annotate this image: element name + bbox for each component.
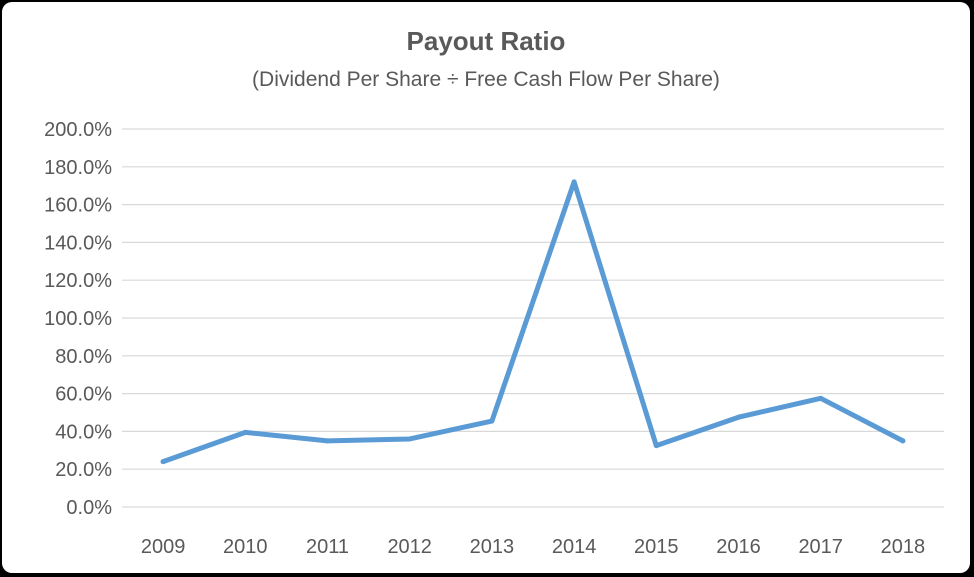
- chart-title: Payout Ratio: [406, 26, 566, 56]
- x-tick-label: 2009: [141, 536, 186, 558]
- y-tick-label: 20.0%: [55, 459, 112, 481]
- x-tick-label: 2018: [881, 536, 926, 558]
- data-point: [489, 418, 495, 424]
- data-point: [900, 438, 906, 444]
- data-point: [571, 179, 577, 185]
- y-tick-label: 200.0%: [44, 119, 112, 141]
- data-point: [653, 443, 659, 449]
- x-tick-label: 2015: [634, 536, 679, 558]
- y-tick-label: 160.0%: [44, 195, 112, 217]
- x-tick-label: 2016: [716, 536, 761, 558]
- y-tick-label: 120.0%: [44, 270, 112, 292]
- x-tick-label: 2014: [552, 536, 597, 558]
- data-point: [160, 459, 166, 465]
- data-point: [325, 438, 330, 444]
- data-point: [736, 414, 741, 420]
- y-tick-label: 100.0%: [44, 308, 112, 330]
- y-tick-label: 60.0%: [55, 384, 112, 406]
- x-tick-label: 2013: [470, 536, 515, 558]
- x-tick-label: 2011: [306, 536, 349, 558]
- data-point: [242, 429, 248, 435]
- data-point: [818, 395, 824, 401]
- y-tick-label: 0.0%: [66, 497, 112, 519]
- y-tick-label: 140.0%: [44, 232, 112, 254]
- y-tick-label: 40.0%: [55, 421, 112, 443]
- series-line: [160, 179, 906, 465]
- chart-subtitle: (Dividend Per Share ÷ Free Cash Flow Per…: [252, 68, 720, 91]
- y-tick-label: 180.0%: [44, 157, 112, 179]
- x-tick-label: 2012: [387, 536, 432, 558]
- y-tick-label: 80.0%: [55, 346, 112, 368]
- x-tick-label: 2017: [798, 536, 843, 558]
- x-tick-label: 2010: [223, 536, 268, 558]
- data-point: [407, 436, 413, 442]
